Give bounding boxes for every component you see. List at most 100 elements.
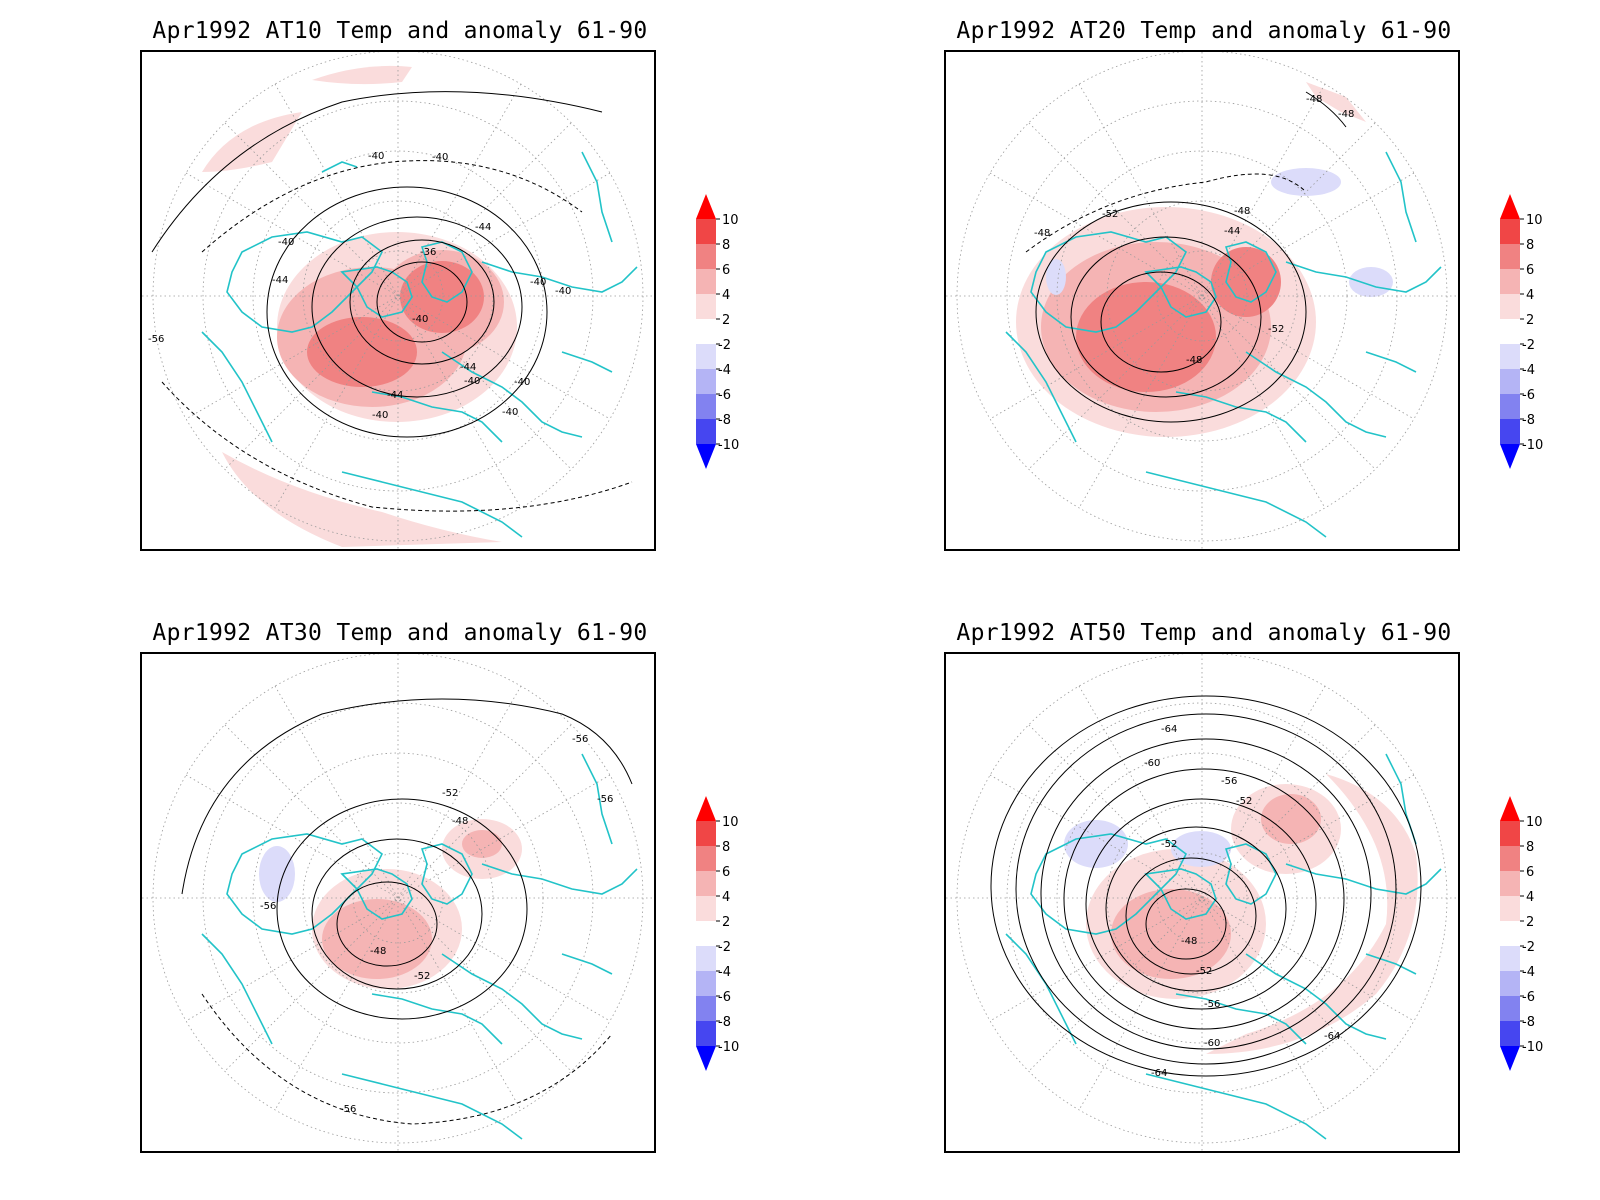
coastlines [1005, 151, 1442, 538]
panel-at10: Apr1992 AT10 Temp and anomaly 61-90 [140, 18, 900, 578]
colorbar-label: 8 [722, 238, 730, 253]
contour-label: -36 [420, 247, 436, 258]
map-svg: -48 -48 -52 -48 -48 -44 -52 -48 [946, 52, 1458, 549]
colorbar-label: 6 [722, 263, 730, 278]
contour-label: -52 [1236, 796, 1252, 807]
colorbar-label: 4 [1526, 288, 1534, 303]
colorbar-label: -4 [718, 363, 731, 378]
panel-at30: Apr1992 AT30 Temp and anomaly 61-90 [140, 620, 900, 1180]
contour-label: -40 [514, 377, 530, 388]
polar-map: -40 -40 -44 -40 -44 -36 -40 -40 -40 -44 … [140, 50, 656, 551]
contour-label: -52 [442, 788, 458, 799]
colorbar-label: 6 [1526, 865, 1534, 880]
coastlines [201, 151, 638, 538]
contour-label: -60 [1144, 758, 1160, 769]
polar-map: -64 -60 -56 -52 -52 -48 -52 -56 -60 -64 … [944, 652, 1460, 1153]
contour-label: -56 [148, 334, 164, 345]
contour-label: -40 [432, 152, 448, 163]
contour-label: -40 [555, 286, 571, 297]
contour-labels: -48 -48 -52 -48 -48 -44 -52 -48 [1034, 94, 1354, 366]
colorbar-label: -2 [718, 940, 731, 955]
anomaly-shading [1064, 774, 1418, 1054]
contour-label: -40 [464, 376, 480, 387]
colorbar-label: -6 [718, 990, 731, 1005]
colorbar-label: 6 [1526, 263, 1534, 278]
contour-label: -56 [260, 901, 276, 912]
colorbar-label: -10 [1522, 1040, 1543, 1055]
contour-label: -48 [452, 816, 468, 827]
colorbar-label: -4 [1522, 965, 1535, 980]
colorbar-label: 2 [1526, 313, 1534, 328]
contour-labels: -56 -56 -52 -48 -56 -48 -52 -56 [260, 734, 613, 1115]
temperature-contours [990, 695, 1422, 1077]
panel-at50: Apr1992 AT50 Temp and anomaly 61-90 [944, 620, 1600, 1180]
panel-title: Apr1992 AT30 Temp and anomaly 61-90 [152, 620, 648, 646]
colorbar-label: -8 [718, 413, 731, 428]
colorbar: 10 8 6 4 2 -2 -4 -6 -8 -10 [688, 796, 758, 1076]
anomaly-shading [202, 65, 517, 547]
contour-label: -52 [1268, 324, 1284, 335]
colorbar-label: 8 [722, 840, 730, 855]
graticule [946, 52, 1458, 549]
contour-label: -40 [502, 407, 518, 418]
colorbar-label: 4 [1526, 890, 1534, 905]
map-svg: -64 -60 -56 -52 -52 -48 -52 -56 -60 -64 … [946, 654, 1458, 1151]
contour-label: -44 [387, 390, 403, 401]
colorbar-label: 8 [1526, 840, 1534, 855]
contour-label: -40 [530, 277, 546, 288]
colorbar: 10 8 6 4 2 -2 -4 -6 -8 -10 [1492, 796, 1562, 1076]
colorbar-label: -10 [718, 438, 739, 453]
colorbar-label: -2 [1522, 338, 1535, 353]
colorbar-label: 4 [722, 288, 730, 303]
contour-label: -60 [1204, 1038, 1220, 1049]
contour-label: -52 [1161, 839, 1177, 850]
map-svg: -40 -40 -44 -40 -44 -36 -40 -40 -40 -44 … [142, 52, 654, 549]
graticule [946, 654, 1458, 1151]
colorbar-label: -4 [718, 965, 731, 980]
colorbar-label: -2 [1522, 940, 1535, 955]
contour-label: -40 [372, 410, 388, 421]
contour-labels: -64 -60 -56 -52 -52 -48 -52 -56 -60 -64 … [1144, 724, 1340, 1079]
contour-label: -48 [370, 946, 386, 957]
colorbar-label: -8 [718, 1015, 731, 1030]
panel-title: Apr1992 AT20 Temp and anomaly 61-90 [956, 18, 1452, 44]
colorbar-label: -6 [718, 388, 731, 403]
panel-title: Apr1992 AT10 Temp and anomaly 61-90 [152, 18, 648, 44]
temperature-contours [181, 698, 633, 1125]
contour-label: -56 [1204, 999, 1220, 1010]
panel-title: Apr1992 AT50 Temp and anomaly 61-90 [956, 620, 1452, 646]
colorbar-label: 8 [1526, 238, 1534, 253]
colorbar-label: -8 [1522, 1015, 1535, 1030]
colorbar: 10 8 6 4 2 -2 -4 -6 -8 -10 [1492, 194, 1562, 474]
contour-label: -44 [1224, 226, 1240, 237]
colorbar-label: 10 [722, 213, 739, 228]
colorbar-label: -10 [718, 1040, 739, 1055]
contour-label: -44 [475, 222, 491, 233]
anomaly-shading [1016, 82, 1393, 437]
polar-map: -48 -48 -52 -48 -48 -44 -52 -48 [944, 50, 1460, 551]
colorbar: 10 8 6 4 2 -2 -4 -6 -8 -10 [688, 194, 758, 474]
contour-label: -48 [1034, 228, 1050, 239]
contour-labels: -40 -40 -44 -40 -44 -36 -40 -40 -40 -44 … [148, 151, 571, 421]
contour-label: -64 [1161, 724, 1177, 735]
colorbar-label: 10 [722, 815, 739, 830]
contour-label: -48 [1338, 109, 1354, 120]
colorbar-label: -4 [1522, 363, 1535, 378]
colorbar-svg: 10 8 6 4 2 -2 -4 -6 -8 -10 [696, 796, 739, 1071]
anomaly-shading [259, 819, 522, 989]
colorbar-label: 2 [722, 915, 730, 930]
graticule [142, 654, 654, 1151]
colorbar-label: -8 [1522, 413, 1535, 428]
contour-label: -44 [272, 275, 288, 286]
contour-label: -48 [1181, 936, 1197, 947]
contour-label: -40 [368, 151, 384, 162]
contour-label: -40 [278, 237, 294, 248]
colorbar-label: -2 [718, 338, 731, 353]
colorbar-label: 4 [722, 890, 730, 905]
contour-label: -64 [1151, 1068, 1167, 1079]
temperature-contours [151, 91, 633, 512]
colorbar-label: -6 [1522, 388, 1535, 403]
contour-label: -48 [1234, 206, 1250, 217]
colorbar-label: -10 [1522, 438, 1543, 453]
contour-label: -52 [1102, 209, 1118, 220]
